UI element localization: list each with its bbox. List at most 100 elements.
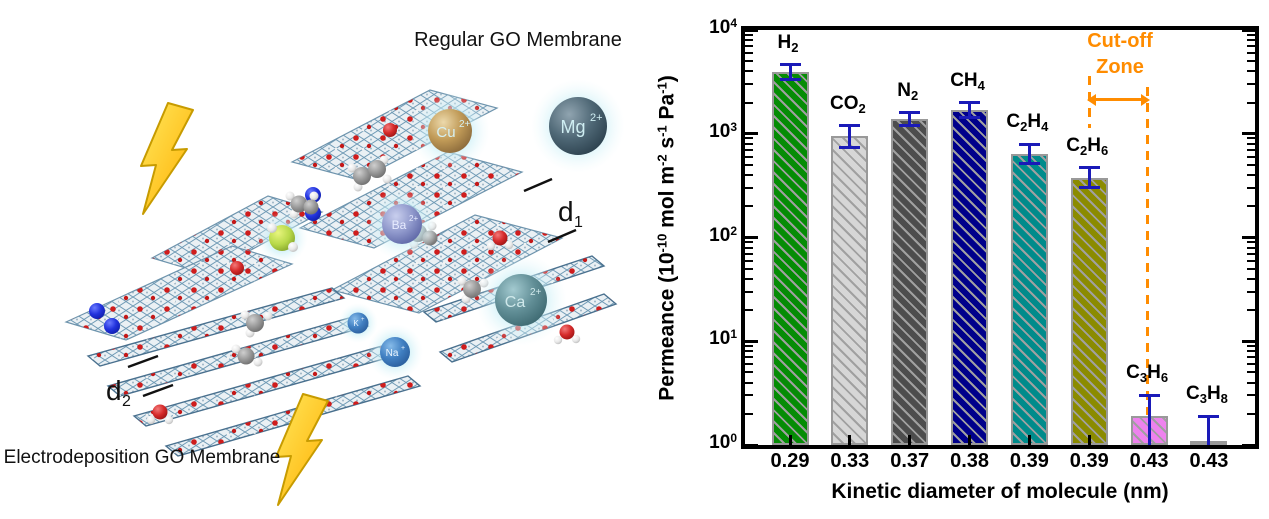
ion-label: Na (386, 348, 399, 359)
y-tick-minor-right (1247, 259, 1255, 262)
series-label-C2H4: C2H4 (1006, 111, 1048, 134)
series-label-CH4: CH4 (950, 70, 985, 93)
cutoff-zone-label-line1: Cut-off (1087, 30, 1153, 52)
series-label-N2: N2 (897, 80, 918, 103)
series-label-part: C (1185, 383, 1200, 405)
series-label-part: H (1027, 111, 1042, 133)
y-tick-minor-right (1247, 277, 1255, 280)
y-tick-base: 10 (709, 17, 731, 38)
series-label-H2: H2 (778, 32, 799, 55)
series-label-part: 2 (791, 39, 799, 55)
y-tick-minor-left (745, 205, 753, 208)
y-tick-minor-left (745, 83, 753, 86)
hydrated-ion (256, 212, 308, 264)
y-axis-title-part: ) (655, 75, 679, 83)
y-tick-minor-left (745, 394, 753, 397)
series-label-part: C (1066, 134, 1081, 156)
y-tick-major-left (745, 339, 758, 343)
y-axis-title-part: s (655, 136, 679, 155)
error-cap-hi-CO2 (839, 124, 861, 128)
gas-molecule (240, 310, 273, 338)
cutoff-range-arrow (1095, 98, 1142, 101)
x-tick-N2 (908, 435, 912, 445)
error-bar-C2H4 (1027, 144, 1031, 164)
y-tick-minor-right (1247, 344, 1255, 347)
oxygen-atom (383, 123, 397, 137)
permeance-chart: 0.29 H2 0.33 CO2 0.37 N2 0.38 CH4 0.39 C2H4 0.39 C2… (640, 0, 1269, 519)
nitrogen-molecule (89, 303, 120, 334)
y-tick-minor-left (745, 381, 753, 384)
y-tick-minor-right (1247, 363, 1255, 366)
ion-charge: + (401, 345, 405, 352)
x-tick-CO2 (848, 435, 852, 445)
x-tick-label-1: 0.33 (830, 450, 870, 472)
y-tick-major-right (1242, 443, 1255, 447)
series-label-part: H (1087, 134, 1101, 156)
x-tick-CH4 (968, 435, 972, 445)
plot-frame (741, 26, 1259, 449)
x-tick-label-2: 0.37 (890, 450, 930, 472)
y-tick-minor-right (1247, 394, 1255, 397)
y-tick-base: 10 (709, 120, 731, 142)
error-bar-CO2 (848, 125, 852, 148)
bar-H2 (771, 72, 809, 445)
y-tick-minor-left (745, 174, 753, 177)
series-label-part: 2 (910, 87, 919, 103)
error-bar-CH4 (968, 102, 972, 117)
y-tick-minor-left (745, 70, 753, 73)
y-tick-minor-right (1247, 39, 1255, 42)
x-tick-label-0: 0.29 (770, 450, 810, 472)
y-tick-minor-left (745, 356, 753, 359)
series-label-part: 2 (1080, 142, 1088, 158)
y-tick-minor-right (1247, 101, 1255, 104)
ion-label: Ca (505, 294, 526, 311)
go-sheet (86, 287, 346, 367)
y-axis-title-part: Permeance (10 (655, 252, 679, 401)
water-molecule (553, 324, 581, 345)
lightning-icon (140, 102, 194, 215)
y-tick-minor-right (1247, 252, 1255, 255)
arrow-right-head-icon (1141, 94, 1150, 106)
series-label-part: 6 (1100, 142, 1109, 158)
error-bar-C3H6 (1147, 395, 1151, 445)
lightning-icon (275, 393, 329, 506)
y-tick-minor-left (745, 101, 753, 104)
cutoff-zone-label-line2: Zone (1096, 56, 1144, 78)
x-tick-label-7: 0.43 (1189, 450, 1229, 472)
y-tick-base: 10 (709, 432, 731, 453)
y-tick-major-right (1242, 339, 1255, 343)
y-tick-minor-right (1247, 137, 1255, 140)
error-cap-lo-CH4 (959, 115, 981, 119)
y-axis-title-part: -10 (654, 233, 670, 253)
y-tick-minor-right (1247, 142, 1255, 145)
y-tick-minor-left (745, 252, 753, 255)
x-tick-label-3: 0.38 (950, 450, 990, 472)
ion-cu2plus: Cu 2+ (410, 91, 490, 171)
ion-label: Cu (436, 124, 455, 141)
oxygen-atom (230, 261, 244, 275)
ion-label: Mg (560, 117, 585, 137)
y-tick-minor-left (745, 163, 753, 166)
y-tick-minor-left (745, 344, 753, 347)
y-axis-title-part: Pa (655, 93, 679, 126)
series-label-CO2: CO2 (830, 93, 866, 116)
y-tick-minor-right (1247, 163, 1255, 166)
arrow-left-head-icon (1087, 94, 1096, 106)
y-tick-minor-left (745, 60, 753, 63)
y-tick-minor-right (1247, 148, 1255, 151)
y-tick-minor-left (745, 363, 753, 366)
y-tick-minor-left (745, 137, 753, 140)
y-tick-minor-right (1247, 205, 1255, 208)
error-cap-hi-C2H6 (1078, 166, 1100, 170)
bar-C2H4 (1010, 153, 1048, 445)
y-tick-minor-left (745, 52, 753, 55)
y-axis-title-part: -2 (654, 154, 670, 166)
y-tick-exp: 0 (730, 431, 737, 445)
series-label-part: 6 (1160, 370, 1169, 386)
y-tick-exp: 2 (730, 223, 737, 238)
error-cap-lo-H2 (779, 78, 801, 82)
series-label-part: 3 (1199, 391, 1207, 407)
series-label-part: CH (950, 69, 978, 91)
error-cap-hi-CH4 (959, 101, 981, 105)
